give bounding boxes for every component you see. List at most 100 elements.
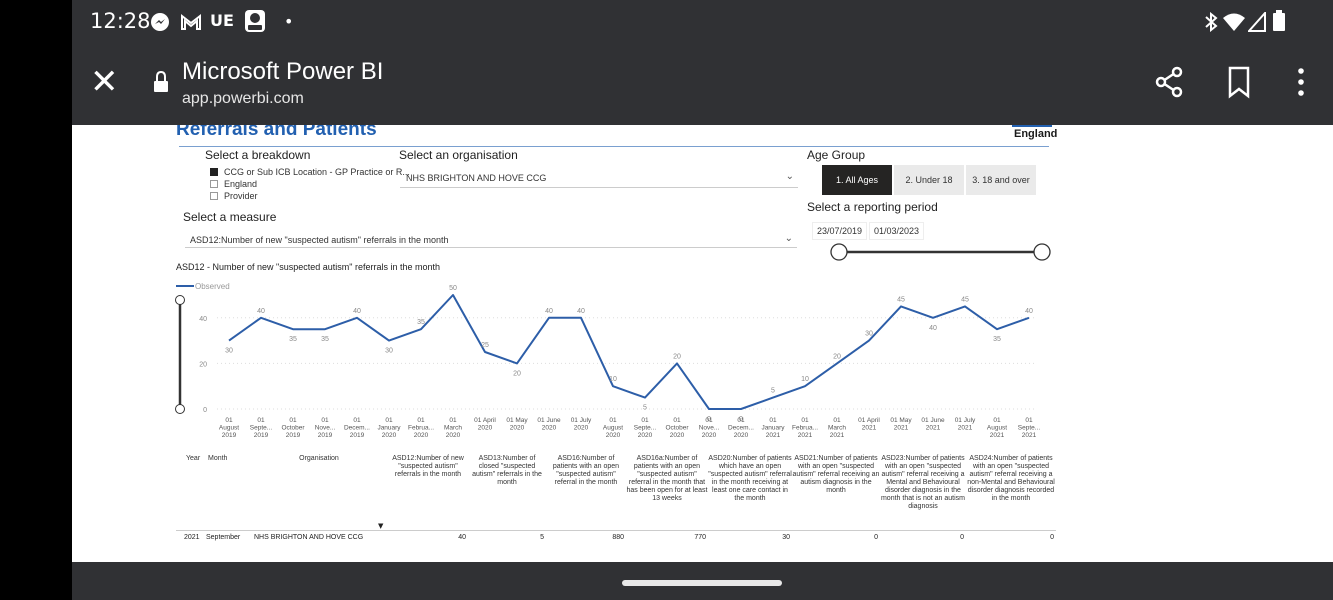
column-header[interactable]: ASD24:Number of patients with an open "s… xyxy=(967,455,1055,502)
table-cell: 0 xyxy=(1050,534,1054,541)
data-label: 10 xyxy=(609,376,617,383)
notification-dot-icon: • xyxy=(284,12,294,31)
data-label: 0 xyxy=(707,416,711,423)
period-start-input[interactable]: 23/07/2019 xyxy=(812,222,868,240)
checkbox-checked[interactable] xyxy=(210,168,218,176)
carrier-text: UE xyxy=(210,11,234,30)
x-tick-label: 01 July 2021 xyxy=(955,417,976,432)
x-tick-label: 01 August 2019 xyxy=(219,417,239,439)
age-option-all-ages[interactable]: 1. All Ages xyxy=(822,165,892,195)
column-header[interactable]: ASD23:Number of patients with an open "s… xyxy=(880,455,966,510)
data-label: 30 xyxy=(225,348,233,355)
data-label: 40 xyxy=(353,308,361,315)
data-label: 25 xyxy=(481,342,489,349)
column-header[interactable]: ASD12:Number of new "suspected autism" r… xyxy=(392,455,464,478)
table-cell: 770 xyxy=(694,534,706,541)
x-tick-label: 01 Februa... 2020 xyxy=(408,417,434,439)
nhs-logo-bar xyxy=(1012,125,1052,127)
checkbox-unchecked[interactable] xyxy=(210,192,218,200)
battery-icon xyxy=(1273,10,1285,31)
period-slider[interactable] xyxy=(817,241,1057,263)
x-tick-label: 01 Decem... 2020 xyxy=(728,417,754,439)
measure-label: Select a measure xyxy=(183,210,277,224)
breakdown-option-england[interactable]: England xyxy=(210,179,410,189)
data-label: 30 xyxy=(865,331,873,338)
data-label: 40 xyxy=(257,308,265,315)
column-header[interactable]: Month xyxy=(208,455,228,462)
column-header[interactable]: ASD21:Number of patients with an open "s… xyxy=(792,455,880,494)
x-tick-label: 01 January 2020 xyxy=(377,417,401,439)
slider-handle-start xyxy=(830,243,848,261)
data-label: 40 xyxy=(545,308,553,315)
column-header[interactable]: ASD16:Number of patients with an open "s… xyxy=(552,455,620,486)
data-table: Year Month Organisation ASD12:Number of new… xyxy=(176,455,1056,555)
age-group-label: Age Group xyxy=(807,148,866,162)
table-cell: 0 xyxy=(960,534,964,541)
x-tick-label: 01 March 2021 xyxy=(828,417,846,439)
table-cell: NHS BRIGHTON AND HOVE CCG xyxy=(254,534,364,541)
data-label: 45 xyxy=(961,296,969,303)
x-tick-label: 01 August 2021 xyxy=(987,417,1007,439)
column-header[interactable]: ASD20:Number of patients which have an o… xyxy=(708,455,792,502)
sort-descending-icon[interactable]: ▼ xyxy=(378,522,384,530)
data-label: 50 xyxy=(449,285,457,292)
close-button[interactable]: ✕ xyxy=(90,62,119,102)
organisation-dropdown[interactable]: NHS BRIGHTON AND HOVE CCG ⌄ xyxy=(400,168,798,188)
data-label: 35 xyxy=(321,336,329,343)
checkbox-unchecked[interactable] xyxy=(210,180,218,188)
data-label: 35 xyxy=(993,336,1001,343)
data-label: 40 xyxy=(1025,308,1033,315)
column-header[interactable]: Organisation xyxy=(299,455,339,462)
x-tick-label: 01 May 2021 xyxy=(890,417,912,432)
y-tick-label: 0 xyxy=(203,407,207,414)
x-tick-label: 01 Septe... 2019 xyxy=(250,417,273,439)
measure-value: ASD12:Number of new "suspected autism" r… xyxy=(190,235,449,245)
x-tick-label: 01 June 2020 xyxy=(537,417,561,432)
table-cell: 0 xyxy=(874,534,878,541)
x-tick-label: 01 June 2021 xyxy=(921,417,945,432)
y-tick-label: 40 xyxy=(199,316,207,323)
title-divider xyxy=(179,146,1049,147)
data-label: 35 xyxy=(289,336,297,343)
data-label: 20 xyxy=(673,353,681,360)
table-row[interactable]: 2021 September NHS BRIGHTON AND HOVE CCG 40… xyxy=(176,534,1056,544)
x-tick-label: 01 April 2021 xyxy=(858,417,880,432)
measure-dropdown[interactable]: ASD12:Number of new "suspected autism" r… xyxy=(185,230,797,248)
table-cell: 880 xyxy=(612,534,624,541)
data-label: 5 xyxy=(643,405,647,412)
signal-icon xyxy=(1248,12,1266,32)
period-end-input[interactable]: 01/03/2023 xyxy=(869,222,925,240)
x-tick-label: 01 Nove... 2019 xyxy=(315,417,336,439)
breakdown-label: Select a breakdown xyxy=(205,148,311,162)
organisation-value: NHS BRIGHTON AND HOVE CCG xyxy=(406,173,547,183)
breakdown-options: CCG or Sub ICB Location - GP Practice or… xyxy=(210,167,410,201)
lidl-plus-icon xyxy=(245,10,265,32)
age-option-under-18[interactable]: 2. Under 18 xyxy=(894,165,964,195)
column-header[interactable]: Year xyxy=(186,455,201,462)
data-label: 40 xyxy=(577,308,585,315)
column-header[interactable]: ASD16a:Number of patients with an open "… xyxy=(626,455,708,502)
column-header[interactable]: ASD13:Number of closed "suspected autism… xyxy=(472,455,542,486)
bluetooth-icon xyxy=(1205,12,1218,32)
gmail-icon xyxy=(181,13,201,30)
report-title: Referrals and Patients xyxy=(176,125,377,140)
table-cell: 40 xyxy=(458,534,466,541)
x-tick-label: 01 Februa... 2021 xyxy=(792,417,818,439)
age-option-18-and-over[interactable]: 3. 18 and over xyxy=(966,165,1036,195)
page-title: Microsoft Power BI xyxy=(182,58,384,85)
more-options-icon[interactable] xyxy=(1284,64,1318,100)
breakdown-option-provider[interactable]: Provider xyxy=(210,191,410,201)
bookmark-icon[interactable] xyxy=(1222,64,1256,100)
x-tick-label: 01 October 2020 xyxy=(665,417,689,439)
y-tick-label: 20 xyxy=(199,361,207,368)
x-tick-label: 01 April 2020 xyxy=(474,417,496,432)
table-cell: 5 xyxy=(540,534,544,541)
data-label: 0 xyxy=(739,416,743,423)
x-tick-label: 01 Decem... 2019 xyxy=(344,417,370,439)
share-icon[interactable] xyxy=(1152,64,1186,100)
breakdown-option-ccg[interactable]: CCG or Sub ICB Location - GP Practice or… xyxy=(210,167,410,177)
home-gesture-bar[interactable] xyxy=(622,580,782,586)
x-tick-label: 01 Septe... 2021 xyxy=(1018,417,1041,439)
